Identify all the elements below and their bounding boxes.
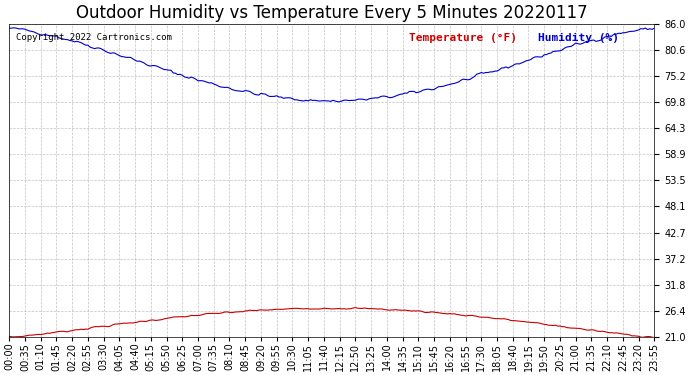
Text: Temperature (°F): Temperature (°F) [409,33,518,43]
Text: Humidity (%): Humidity (%) [538,33,619,43]
Text: Copyright 2022 Cartronics.com: Copyright 2022 Cartronics.com [16,33,172,42]
Title: Outdoor Humidity vs Temperature Every 5 Minutes 20220117: Outdoor Humidity vs Temperature Every 5 … [76,4,588,22]
